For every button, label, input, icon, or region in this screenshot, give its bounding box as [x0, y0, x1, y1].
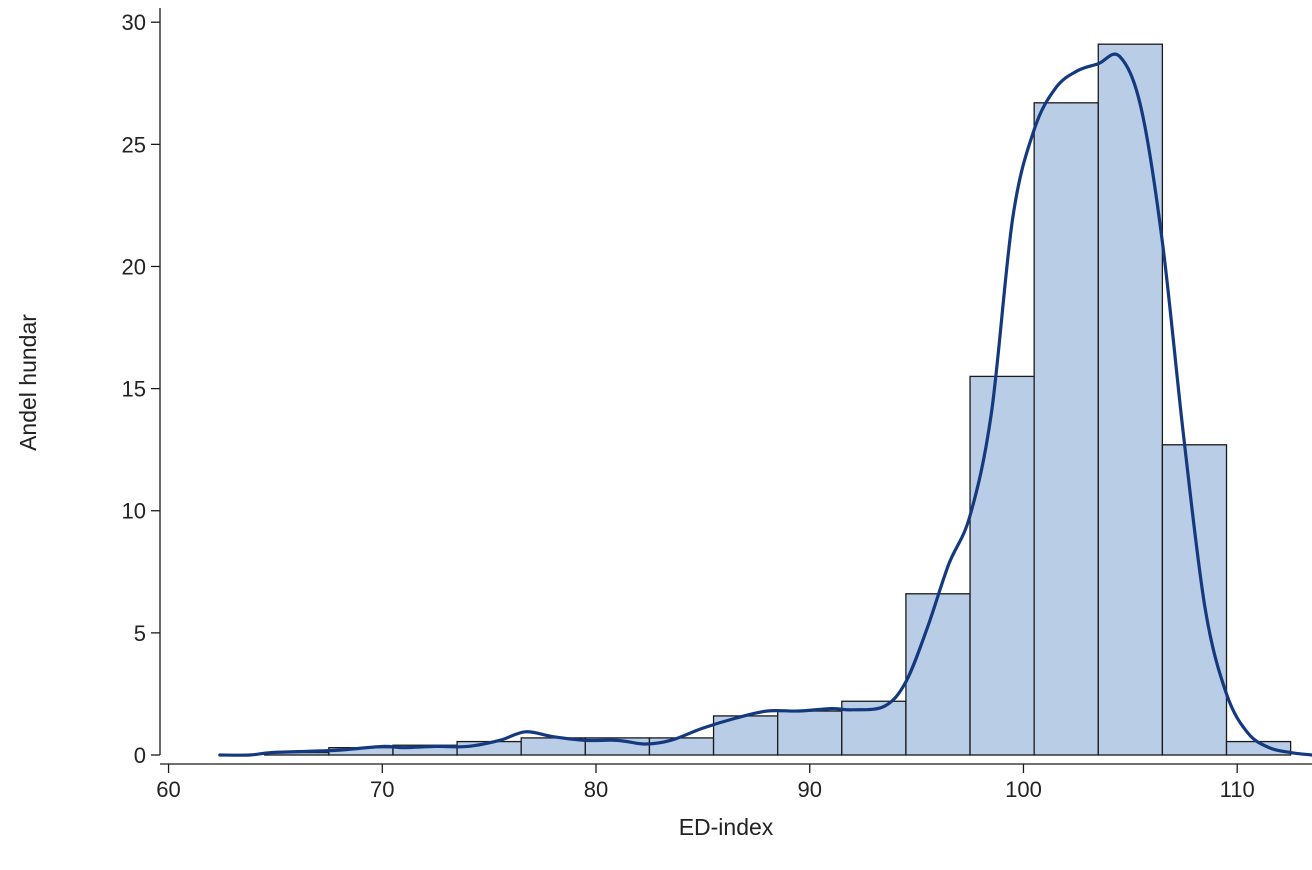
y-axis: 0 5 10 15 20 25 30 [122, 8, 161, 768]
histogram-bar-14 [1097, 43, 1164, 756]
y-tick-label-30: 30 [122, 10, 146, 35]
y-tick-label-15: 15 [122, 377, 146, 402]
histogram-bar-9 [777, 710, 843, 756]
histogram-bar-15 [1161, 444, 1228, 756]
x-tick-label-100: 100 [1005, 777, 1042, 802]
histogram-bars [264, 43, 1292, 756]
histogram-bar-13 [1033, 102, 1099, 756]
x-tick-label-90: 90 [797, 777, 821, 802]
density-curve [218, 52, 1312, 757]
x-tick-label-70: 70 [370, 777, 394, 802]
x-tick-label-80: 80 [584, 777, 608, 802]
y-tick-label-20: 20 [122, 254, 146, 279]
y-tick-label-25: 25 [122, 132, 146, 157]
y-axis-title: Andel hundar [15, 314, 41, 451]
x-tick-label-60: 60 [156, 777, 180, 802]
y-tick-label-0: 0 [134, 743, 146, 768]
histogram-bar-7 [648, 737, 715, 756]
x-axis-title: ED-index [679, 814, 774, 840]
density-curve-group [218, 52, 1312, 757]
y-tick-label-10: 10 [122, 499, 146, 524]
x-axis: 60 70 80 90 100 110 [156, 763, 1312, 802]
x-tick-label-110: 110 [1220, 777, 1255, 802]
histogram-bar-11 [905, 593, 971, 756]
y-tick-label-5: 5 [134, 621, 146, 646]
histogram-bar-12 [969, 375, 1035, 756]
